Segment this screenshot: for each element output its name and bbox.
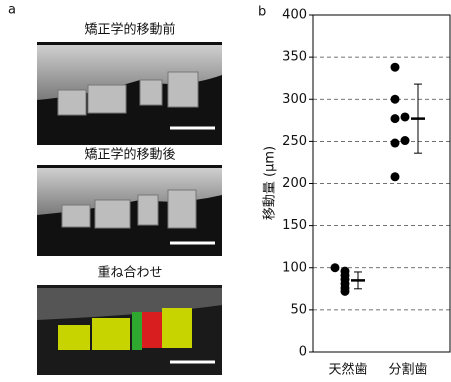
y-tick-label: 150 <box>282 218 307 233</box>
panel-label: b <box>258 5 266 20</box>
image-title: 矯正学的移動前 <box>84 22 175 38</box>
dot <box>401 136 410 145</box>
y-tick-label: 0 <box>299 345 307 360</box>
figure: a 矯正学的移動前 矯正学的移動後 重ね合わせ b 移動量 (μm) 0 50 10… <box>0 0 451 382</box>
dot <box>341 287 350 296</box>
image-after <box>37 165 222 256</box>
y-tick-label: 100 <box>282 260 307 275</box>
dot <box>331 263 340 272</box>
y-tick-label: 300 <box>282 92 307 107</box>
y-axis-label: 移動量 (μm) <box>263 146 278 220</box>
dot <box>391 95 400 104</box>
y-tick-label: 250 <box>282 134 307 149</box>
image-title: 重ね合わせ <box>97 265 162 281</box>
panel-label: a <box>8 3 16 18</box>
x-tick-label: 天然歯 <box>328 362 367 378</box>
y-tick-label: 350 <box>282 50 307 65</box>
y-tick-label: 400 <box>282 8 307 23</box>
dot <box>391 139 400 148</box>
dot <box>401 112 410 121</box>
image-title: 矯正学的移動後 <box>84 147 175 163</box>
plot-frame <box>313 15 450 352</box>
y-tick-label: 50 <box>290 302 307 317</box>
dot <box>391 114 400 123</box>
image-overlay <box>37 285 222 375</box>
y-tick-label: 200 <box>282 176 307 191</box>
dot <box>391 172 400 181</box>
image-before <box>37 42 222 145</box>
x-tick-label: 分割歯 <box>388 362 427 378</box>
dot <box>391 63 400 72</box>
